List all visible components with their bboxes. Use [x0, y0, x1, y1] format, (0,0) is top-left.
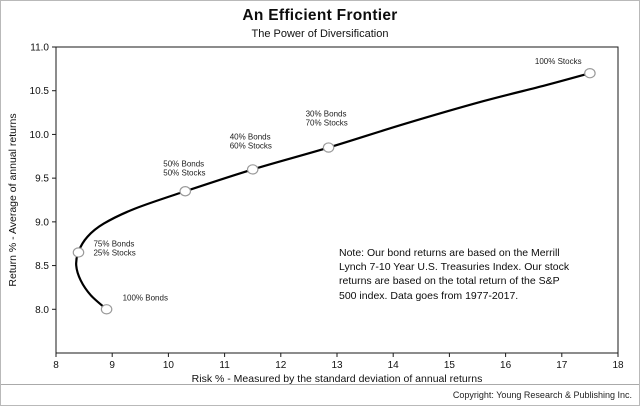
y-tick-label: 11.0 [30, 43, 49, 54]
y-tick-label: 10.5 [30, 86, 50, 97]
frontier-curve [75, 72, 591, 311]
x-tick-label: 11 [219, 360, 230, 371]
data-point-marker [179, 186, 192, 197]
y-tick-label: 8.0 [35, 305, 49, 316]
plot-border [55, 46, 619, 354]
data-point-label: 100% Bonds [123, 293, 168, 302]
x-tick-label: 8 [53, 360, 59, 371]
note-annotation: Note: Our bond returns are based on the … [339, 247, 570, 302]
data-point-marker [322, 142, 335, 153]
data-point-marker [584, 68, 596, 79]
x-tick-label: 14 [388, 360, 400, 371]
data-point-marker [100, 304, 113, 315]
x-tick-label: 12 [275, 360, 287, 371]
y-axis-title: Return % - Average of annual returns [7, 113, 19, 286]
data-point-label: 75% Bonds 25% Stocks [93, 239, 135, 257]
x-axis-title: Risk % - Measured by the standard deviat… [192, 373, 483, 385]
x-tick-label: 9 [109, 360, 115, 371]
x-tick-label: 15 [444, 360, 456, 371]
x-tick-label: 17 [556, 360, 568, 371]
data-point-label: 40% Bonds 60% Stocks [230, 132, 272, 150]
y-tick-label: 10.0 [30, 130, 50, 141]
copyright-text: Copyright: Young Research & Publishing I… [452, 390, 632, 400]
data-point-label: 100% Stocks [535, 57, 582, 66]
chart-subtitle: The Power of Diversification [251, 28, 389, 40]
x-tick-label: 10 [163, 360, 175, 371]
y-tick-label: 8.5 [35, 261, 49, 272]
x-tick-label: 16 [500, 360, 512, 371]
x-tick-label: 13 [331, 360, 343, 371]
data-point-marker [72, 247, 85, 258]
copyright-bar: Copyright: Young Research & Publishing I… [1, 384, 639, 405]
data-point-label: 30% Bonds 70% Stocks [306, 110, 348, 128]
data-point-marker [246, 164, 259, 175]
data-point-label: 50% Bonds 50% Stocks [163, 159, 205, 177]
y-tick-label: 9.5 [35, 174, 49, 185]
y-tick-label: 9.0 [35, 217, 49, 228]
chart-title: An Efficient Frontier [242, 7, 398, 24]
x-tick-label: 18 [612, 360, 624, 371]
